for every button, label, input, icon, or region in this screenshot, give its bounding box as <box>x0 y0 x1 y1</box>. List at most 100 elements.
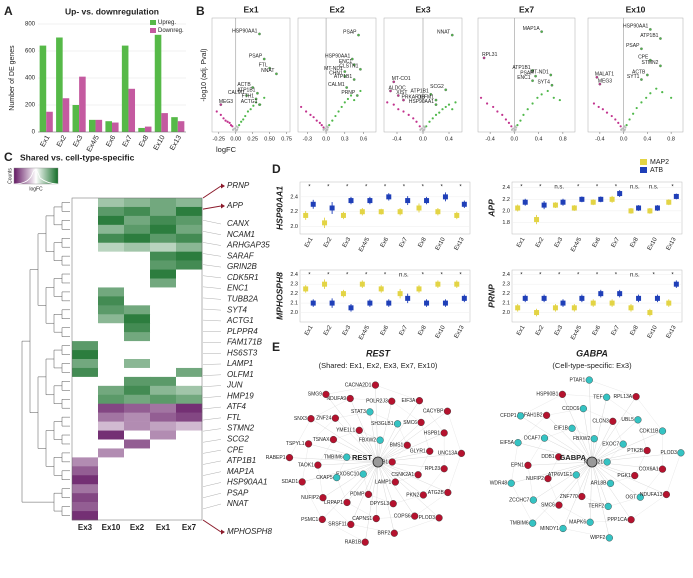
point <box>609 196 615 202</box>
point <box>492 105 495 109</box>
node-label: CKAP5 <box>316 475 333 481</box>
edge <box>419 400 445 434</box>
heatmap-cell <box>98 305 125 315</box>
node <box>318 515 326 524</box>
point <box>501 113 504 116</box>
node <box>440 429 448 437</box>
point <box>640 101 643 104</box>
x-tick-label: 0.0 <box>419 136 427 142</box>
point <box>337 110 340 113</box>
point <box>359 209 365 215</box>
heatmap-cell <box>150 251 177 261</box>
point <box>343 101 346 104</box>
annotation: ATP1B1 <box>640 33 658 39</box>
node-label: WIPF2 <box>590 535 605 541</box>
significance: * <box>539 273 542 279</box>
node-label: SDAD1 <box>281 479 298 485</box>
edge <box>289 418 312 458</box>
point <box>673 281 679 287</box>
node <box>285 453 294 462</box>
significance: * <box>671 273 674 279</box>
edge <box>606 397 639 420</box>
point <box>438 111 441 114</box>
point <box>454 101 457 104</box>
annotation: PSAP <box>343 29 357 35</box>
node <box>304 440 313 448</box>
node <box>319 494 327 502</box>
plot-frame <box>297 17 377 133</box>
node-label: RABEP1 <box>266 455 286 461</box>
edge <box>308 418 336 444</box>
point <box>541 295 547 301</box>
point <box>423 128 426 131</box>
point <box>531 102 534 105</box>
annotated-point <box>355 94 359 97</box>
annotation: ATP1B1 <box>411 89 429 95</box>
point <box>444 105 447 109</box>
edge <box>591 419 639 463</box>
point <box>605 111 609 114</box>
edge <box>393 494 424 504</box>
heatmap-cell <box>150 430 177 440</box>
dendrogram <box>61 381 70 391</box>
heatmap-cell <box>72 341 99 351</box>
heatmap-cell <box>150 502 177 512</box>
node-label: DDB1 <box>541 454 555 460</box>
edge <box>317 461 379 466</box>
heatmap-cell <box>176 305 203 315</box>
chart-title: APP <box>486 199 496 218</box>
heatmap-cell <box>176 260 203 270</box>
edge <box>377 461 395 534</box>
annotated-point <box>396 94 400 97</box>
annotated-point <box>392 80 396 84</box>
heatmap-cell <box>150 287 177 297</box>
connector <box>202 428 222 432</box>
node-label: STAT3 <box>351 409 366 415</box>
heatmap-cell <box>150 359 177 369</box>
node-label: FBXW2 <box>573 436 590 442</box>
heatmap-cell <box>176 430 203 440</box>
legend-label: ATB <box>650 167 663 174</box>
heatmap-cell <box>72 475 99 485</box>
edge <box>325 394 379 463</box>
point <box>320 124 323 127</box>
edge <box>322 461 379 520</box>
gene-label: PRNP <box>227 181 250 190</box>
point <box>340 105 343 109</box>
heatmap-cell <box>98 224 125 235</box>
edge <box>302 443 309 482</box>
heatmap-cell <box>150 367 177 378</box>
heatmap-cell <box>176 493 203 503</box>
x-tick-label: 0.4 <box>644 136 652 142</box>
arrow <box>202 519 222 533</box>
point <box>510 125 513 128</box>
point <box>479 96 483 99</box>
point <box>340 212 346 218</box>
connector <box>202 439 222 443</box>
annotation: CHN1 <box>329 70 343 76</box>
node-label: SMC6 <box>403 420 417 426</box>
node <box>632 393 640 401</box>
annotated-point <box>482 56 486 60</box>
annotation: SCG2 <box>430 84 444 90</box>
node <box>347 520 355 529</box>
point <box>560 199 566 205</box>
edge <box>511 461 593 484</box>
point <box>397 108 400 111</box>
edge <box>608 497 641 507</box>
heatmap-cell <box>150 341 177 351</box>
connector <box>202 471 222 476</box>
annotated-point <box>352 78 356 81</box>
x-tick-label: Ex8 <box>418 324 429 337</box>
heatmap-cell <box>98 475 125 485</box>
point <box>244 114 247 118</box>
significance: n.s. <box>649 185 659 191</box>
dendrogram <box>61 488 70 498</box>
node-label: CLCN3 <box>592 419 609 425</box>
node-label: EXOSC10 <box>336 471 359 477</box>
significance: * <box>615 273 618 279</box>
heatmap-cell <box>176 206 203 217</box>
x-tick-label: Ex2 <box>535 324 546 337</box>
point <box>649 92 652 95</box>
bar <box>88 119 96 132</box>
